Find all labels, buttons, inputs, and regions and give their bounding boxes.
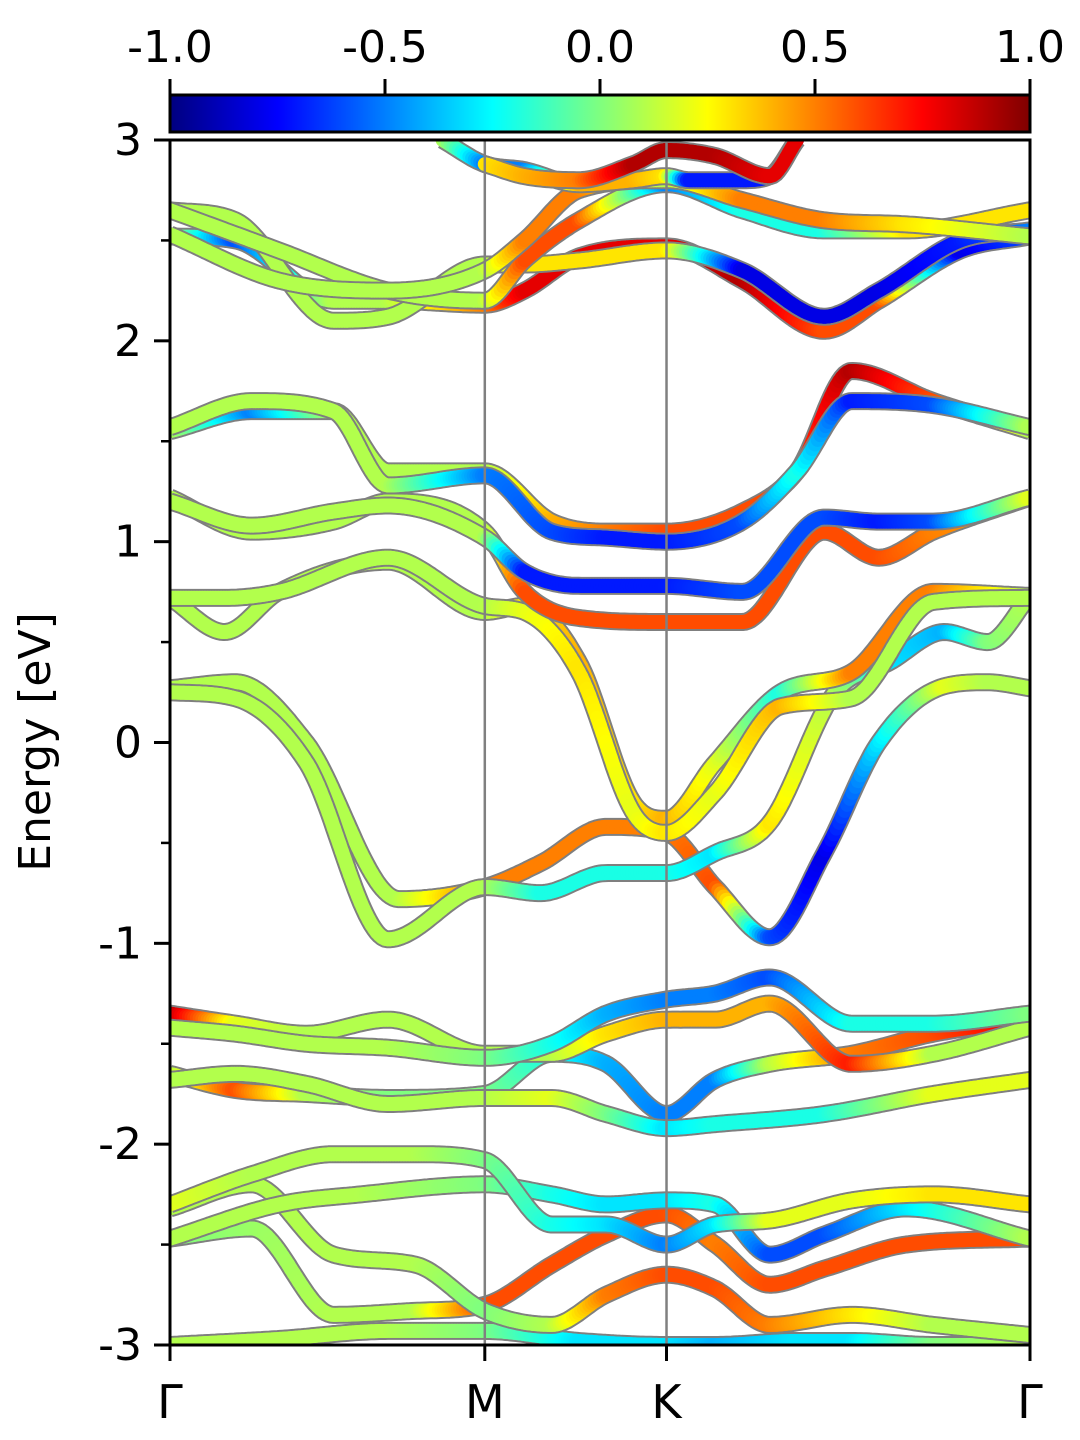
band-3 — [170, 1175, 1030, 1264]
band-8 — [170, 968, 1030, 1067]
colorbar-ticks: -1.0 -0.5 0.0 0.5 1.0 — [127, 22, 1065, 95]
colorbar-tick-label: 1.0 — [995, 22, 1065, 73]
band-6 — [170, 1064, 1030, 1138]
band-11 — [170, 552, 1030, 828]
colorbar-tick-label: 0.5 — [780, 22, 850, 73]
band-14 — [170, 488, 1030, 601]
colorbar — [168, 93, 1032, 134]
band-0 — [170, 1321, 1030, 1345]
band-outline — [170, 552, 1030, 828]
colorbar-tick-label: -0.5 — [342, 22, 428, 73]
colorbar-tick-label: 0.0 — [565, 22, 635, 73]
bands-layer — [170, 140, 1030, 1345]
band-12 — [170, 548, 1030, 842]
colorbar-tick-label: -1.0 — [127, 22, 213, 73]
